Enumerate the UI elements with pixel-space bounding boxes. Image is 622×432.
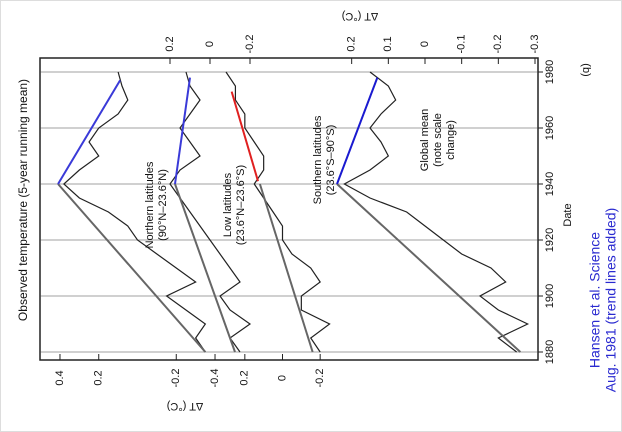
panel-series-label: (note scale (432, 113, 444, 167)
panel-series-label: (90°N–23.6°N) (157, 169, 169, 241)
y-tick-label: 0.2 (346, 36, 358, 51)
y-tick-label: -0.2 (244, 35, 256, 54)
y-tick-label: -0.2 (314, 369, 326, 388)
panel-series-label: change) (445, 120, 457, 160)
plot-frame (39, 57, 539, 361)
trend-line (258, 183, 314, 353)
data-line (62, 71, 207, 353)
y-tick-label: -0.2 (170, 369, 182, 388)
panel-series-label: Southern latitudes (312, 115, 324, 204)
y-tick-label: 0 (419, 41, 431, 47)
y-tick-label: 0 (204, 41, 216, 47)
panel-series-label: (23.6°S–90°S) (325, 125, 337, 196)
y-tick-label: 0.2 (239, 370, 251, 385)
x-tick-label: 1900 (544, 284, 556, 308)
trend-line (174, 77, 191, 185)
panel-series-label: (23.6°N–23.6°S) (235, 165, 247, 245)
y-tick-label: -0.2 (492, 35, 504, 54)
trend-line (336, 77, 379, 185)
x-tick-label: 1940 (544, 172, 556, 196)
x-tick-label: 1920 (544, 228, 556, 252)
y-tick-label: 0.2 (164, 36, 176, 51)
caption: Hansen et al. Science (587, 232, 603, 368)
data-line (169, 71, 252, 353)
trend-line (230, 91, 259, 182)
chart-title: Observed temperature (5-year running mea… (16, 79, 30, 321)
y-axis-label: ΔT (°C) (167, 400, 204, 412)
y-tick-label: -0.4 (209, 369, 221, 388)
data-line (343, 71, 530, 353)
trend-line (57, 183, 207, 353)
panel-label: (b) (580, 63, 592, 76)
panel-series-label: Northern latitudes (144, 161, 156, 248)
x-tick-label: 1960 (544, 116, 556, 140)
y-axis-label: ΔT (°C) (342, 10, 379, 22)
y-tick-label: 0.2 (93, 370, 105, 385)
trend-line (174, 183, 236, 353)
panel-series-label: Global mean (419, 109, 431, 171)
panel-series-label: Low latitudes (222, 172, 234, 237)
y-tick-label: 0.4 (54, 370, 66, 385)
y-tick-label: 0 (276, 375, 288, 381)
y-tick-label: 0.1 (382, 36, 394, 51)
trend-line (57, 79, 121, 185)
trend-line (336, 183, 522, 353)
y-tick-label: -0.1 (456, 35, 468, 54)
x-axis-label: Date (562, 203, 574, 226)
x-tick-label: 1980 (544, 60, 556, 84)
x-tick-label: 1880 (544, 340, 556, 364)
y-tick-label: -0.3 (529, 35, 541, 54)
data-line (225, 71, 331, 353)
caption: Aug. 1981 (trend lines added) (603, 208, 619, 392)
